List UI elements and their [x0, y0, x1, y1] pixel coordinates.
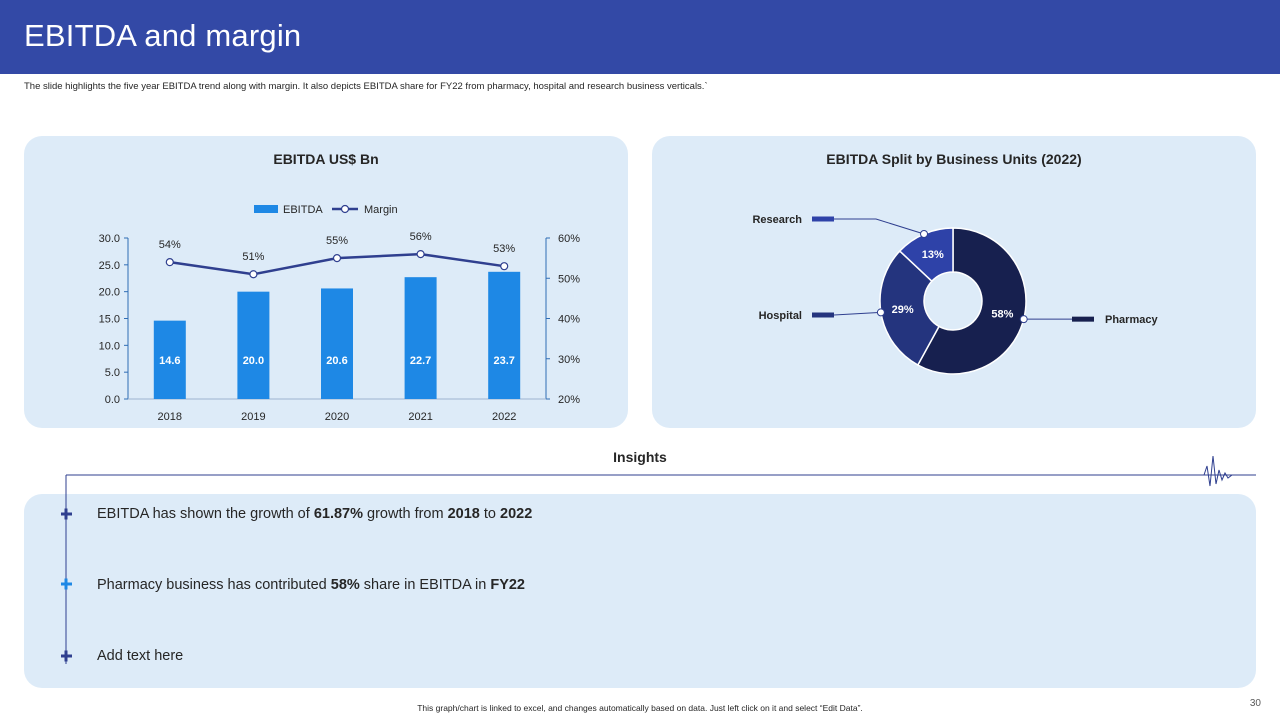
margin-point-2020	[332, 254, 342, 263]
x-tick-label: 2022	[492, 411, 516, 423]
slide-description: The slide highlights the five year EBITD…	[24, 81, 708, 92]
callout-line-research	[834, 218, 925, 235]
bar-value-label: 14.6	[159, 355, 180, 367]
margin-value-label: 51%	[242, 251, 264, 263]
y2-tick-label: 40%	[558, 314, 580, 326]
margin-value-label: 54%	[159, 239, 181, 251]
title-bar: EBITDA and margin	[0, 0, 1280, 74]
footer-note: This graph/chart is linked to excel, and…	[417, 703, 863, 713]
insights-panel	[24, 494, 1256, 688]
insight-item-3: Add text here	[97, 648, 184, 664]
page-number: 30	[1249, 698, 1261, 709]
margin-value-label: 55%	[326, 235, 348, 247]
bar-2019	[237, 291, 270, 399]
callout-marker-research	[920, 230, 929, 239]
y2-tick-label: 30%	[558, 354, 580, 366]
y-tick-label: 30.0	[99, 233, 120, 245]
slice-value-label: 29%	[892, 304, 914, 316]
margin-value-label: 56%	[410, 231, 432, 243]
legend-swatch-hospital	[812, 312, 834, 318]
slice-hospital	[879, 249, 941, 366]
callout-marker-pharmacy	[1019, 315, 1028, 324]
margin-point-2021	[416, 249, 425, 259]
bar-2018	[153, 320, 186, 399]
ebitda-chart-panel: EBITDA US$ Bn 0.0 5.0 10.0 15.0 20.0 25.0 30.0…	[24, 136, 628, 428]
margin-value-label: 53%	[493, 243, 515, 255]
insight-item-1: EBITDA has shown the growth of 61.87% gr…	[97, 506, 533, 522]
legend-swatch-pharmacy	[1072, 316, 1094, 322]
page-title: EBITDA and margin	[24, 18, 302, 53]
legend-ebitda-label: EBITDA	[283, 204, 323, 216]
x-tick-label: 2019	[241, 411, 265, 423]
bar-2022	[488, 271, 521, 399]
y-tick-label: 0.0	[105, 394, 120, 406]
x-tick-label: 2018	[158, 411, 182, 423]
margin-point-2018	[165, 258, 174, 267]
callout-marker-hospital	[876, 308, 885, 317]
legend-swatch-research	[812, 216, 834, 222]
insights-title: Insights	[613, 449, 667, 465]
bar-value-label: 23.7	[493, 355, 514, 367]
legend-label-hospital: Hospital	[759, 310, 802, 322]
x-tick-label: 2020	[325, 411, 349, 423]
bar-chart-title: EBITDA US$ Bn	[273, 151, 379, 167]
legend-label-pharmacy: Pharmacy	[1105, 314, 1158, 326]
y-tick-label: 15.0	[99, 314, 120, 326]
slice-research	[898, 227, 954, 283]
y-tick-label: 20.0	[99, 287, 120, 299]
ebitda-split-donut-chart[interactable]: 58% 29% 13% Pharmacy Hospital Research	[652, 136, 1256, 428]
y-tick-label: 10.0	[99, 340, 120, 352]
margin-point-2019	[249, 270, 258, 279]
x-tick-label: 2021	[408, 411, 432, 423]
legend-margin-label: Margin	[364, 204, 398, 216]
bar-2021	[404, 277, 437, 399]
bar-value-label: 22.7	[410, 355, 431, 367]
bar-2020	[321, 288, 353, 399]
insight-item-2: Pharmacy business has contributed 58% sh…	[97, 577, 526, 593]
legend-label-research: Research	[752, 214, 802, 226]
callout-line-hospital	[833, 311, 881, 316]
margin-point-2022	[500, 262, 509, 271]
y2-tick-label: 20%	[558, 394, 580, 406]
bar-value-label: 20.0	[243, 355, 264, 367]
y2-tick-label: 60%	[558, 233, 580, 245]
slice-pharmacy	[916, 227, 1027, 375]
y-tick-label: 25.0	[99, 260, 120, 272]
legend-ebitda-swatch	[254, 205, 278, 213]
y2-tick-label: 50%	[558, 273, 580, 285]
bar-value-label: 20.6	[326, 355, 347, 367]
slice-value-label: 13%	[922, 249, 944, 261]
slice-value-label: 58%	[991, 309, 1013, 321]
donut-chart-title: EBITDA Split by Business Units (2022)	[826, 151, 1082, 167]
split-chart-panel: EBITDA Split by Business Units (2022)	[652, 136, 1256, 428]
y-tick-label: 5.0	[105, 367, 120, 379]
legend-margin-marker	[340, 204, 350, 214]
ebitda-bar-chart[interactable]: 0.0 5.0 10.0 15.0 20.0 25.0 30.0 20% 30% 40% 50% 60…	[24, 136, 628, 428]
